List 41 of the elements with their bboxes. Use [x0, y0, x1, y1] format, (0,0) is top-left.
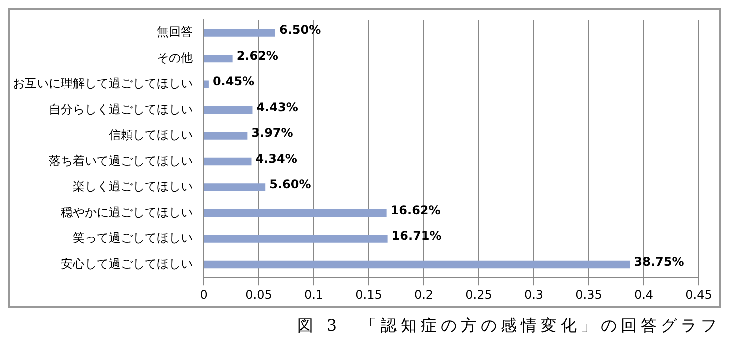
x-tick-label: 0.45 [686, 288, 712, 302]
bar [204, 80, 209, 88]
bar [204, 158, 252, 166]
bar [204, 184, 266, 192]
x-tick-label: 0.1 [304, 288, 324, 302]
data-label: 6.50% [280, 23, 322, 38]
bar [204, 29, 276, 37]
bar [204, 132, 248, 140]
bar [204, 235, 388, 243]
y-tick-label: 無回答 [157, 25, 193, 40]
x-tick-label: 0.25 [466, 288, 492, 302]
data-label: 16.62% [390, 203, 441, 218]
y-tick-label: その他 [157, 50, 193, 65]
y-tick-label: お互いに理解して過ごしてほしい [13, 76, 193, 91]
caption: 図 3 「認知症の方の感情変化」の回答グラフ [296, 316, 721, 337]
x-tick-label: 0.4 [634, 288, 654, 302]
y-tick-label: 落ち着いて過ごしてほしい [49, 154, 193, 168]
y-tick-label: 信頼してほしい [109, 128, 193, 142]
data-label: 38.75% [634, 254, 684, 269]
x-tick-label: 0 [200, 288, 208, 302]
x-tick-label: 0.3 [524, 288, 544, 302]
x-tick-label: 0.05 [246, 288, 272, 302]
data-label: 5.60% [270, 178, 312, 192]
bar [204, 260, 630, 269]
y-tick-label: 笑って過ごしてほしい [73, 231, 193, 246]
bar [204, 209, 387, 218]
data-label: 16.71% [392, 229, 442, 244]
data-label: 0.45% [212, 74, 255, 89]
bar [204, 106, 253, 114]
data-label: 2.62% [236, 48, 278, 63]
data-label: 4.34% [256, 152, 298, 166]
y-tick-label: 楽しく過ごしてほしい [73, 180, 193, 194]
y-tick-label: 穏やかに過ごしてほしい [61, 205, 193, 220]
y-tick-label: 自分らしく過ごしてほしい [49, 102, 193, 116]
bar [204, 54, 233, 63]
data-label: 4.43% [256, 100, 298, 114]
x-tick-label: 0.35 [576, 288, 602, 302]
data-label: 3.97% [252, 126, 294, 140]
y-tick-label: 安心して過ごしてほしい [61, 256, 193, 271]
x-tick-label: 0.15 [356, 288, 382, 302]
x-tick-label: 0.2 [414, 288, 434, 302]
